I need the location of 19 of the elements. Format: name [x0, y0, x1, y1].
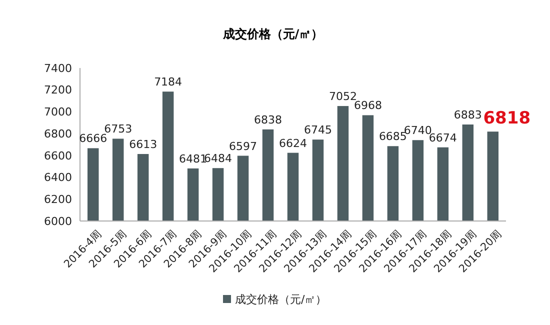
data-label: 6624 [279, 136, 307, 150]
y-tick-label: 7000 [44, 106, 72, 119]
y-tick-label: 6400 [44, 171, 72, 184]
y-tick-label: 6000 [44, 214, 72, 228]
y-tick-label: 7200 [44, 84, 72, 97]
data-label: 6883 [454, 108, 482, 122]
data-label: 6613 [129, 138, 158, 152]
legend-label: 成交价格（元/㎡） [235, 293, 327, 306]
annotation: 6818 [483, 108, 531, 129]
y-tick-label: 6600 [44, 149, 72, 162]
data-label: 6597 [229, 140, 258, 153]
chart-title: 成交价格（元/㎡） [222, 27, 324, 41]
y-tick-label: 6200 [44, 192, 72, 206]
data-label: 6968 [354, 99, 382, 112]
data-label: 6745 [304, 124, 332, 137]
y-tick-label: 6800 [44, 127, 72, 140]
y-tick-label: 7400 [44, 62, 72, 75]
data-label: 7184 [154, 76, 182, 89]
data-label: 6838 [254, 113, 282, 126]
